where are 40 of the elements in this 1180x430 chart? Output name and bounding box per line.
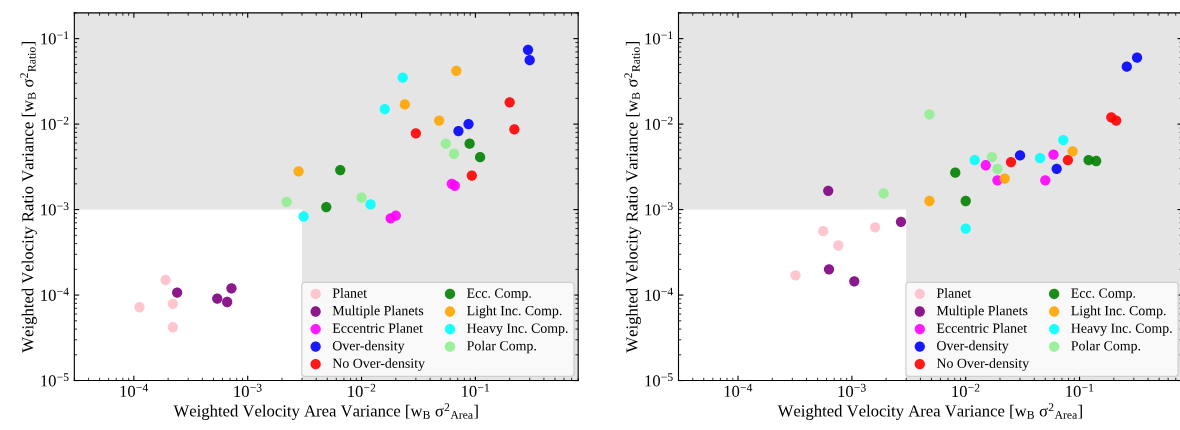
legend-label: Eccentric Planet [332,323,423,333]
y-tick-label: 10$^{−5}$ [41,373,69,387]
legend-label: Heavy Inc. Comp. [1071,323,1172,336]
x-tick-label: 10$^{−1}$ [462,383,490,398]
x-tick-label: 10$^{−1}$ [1066,383,1094,398]
y-tick-label: 10$^{−1}$ [645,31,673,45]
x-tick-label: 10$^{−3}$ [234,383,262,398]
x-tick-label: 10$^{−4}$ [120,383,149,398]
y-tick-label: 10$^{−1}$ [41,31,69,45]
legend-label: Multiple Planets [936,305,1028,319]
x-axis-title: Weighted Velocity Area Variance [w$_{B}$ σ$^{2}$$_{Area}$] [777,403,1082,420]
legend-label: Over-density [332,340,405,354]
y-tick-label: 10$^{−3}$ [645,202,673,216]
legend-label: Eccentric Planet [936,323,1027,333]
y-axis-title: Weighted Velocity Ratio Variance [w$_{B}$ σ$^{2}$$_{Ratio}$] [20,42,37,353]
legend-label: Planet [936,287,972,298]
legend-label: Light Inc. Comp. [1071,305,1166,319]
x-tick-label: 10$^{−2}$ [348,383,376,398]
y-tick-label: 10$^{−5}$ [645,373,673,387]
legend-label: Polar Comp. [467,340,536,354]
x-tick-label: 10$^{−2}$ [952,383,980,398]
legend-label: Polar Comp. [1071,340,1141,354]
y-tick-label: 10$^{−4}$ [645,287,673,301]
legend-label: Ecc. Comp. [1071,288,1136,301]
legend-label: Planet [332,287,367,298]
y-tick-label: 10$^{−3}$ [41,202,69,216]
legend-label: Multiple Planets [332,305,424,319]
legend-label: No Over-density [936,358,1030,371]
legend-label: Light Inc. Comp. [467,305,562,319]
legend-label: Heavy Inc. Comp. [467,323,568,336]
y-tick-label: 10$^{−4}$ [41,287,69,301]
legend-label: No Over-density [332,358,425,371]
y-tick-label: 10$^{−2}$ [645,116,673,130]
x-tick-label: 10$^{−3}$ [838,383,866,398]
y-tick-label: 10$^{−2}$ [41,116,69,130]
legend-label: Over-density [937,340,1009,354]
x-axis-title: Weighted Velocity Area Variance [w$_{B}$ σ$^{2}$$_{Area}$] [173,403,478,420]
y-axis-title: Weighted Velocity Ratio Variance [w$_{B}$ σ$^{2}$$_{Ratio}$] [624,42,642,353]
x-tick-label: 10$^{−4}$ [724,383,753,398]
legend-label: Ecc. Comp. [467,288,531,301]
